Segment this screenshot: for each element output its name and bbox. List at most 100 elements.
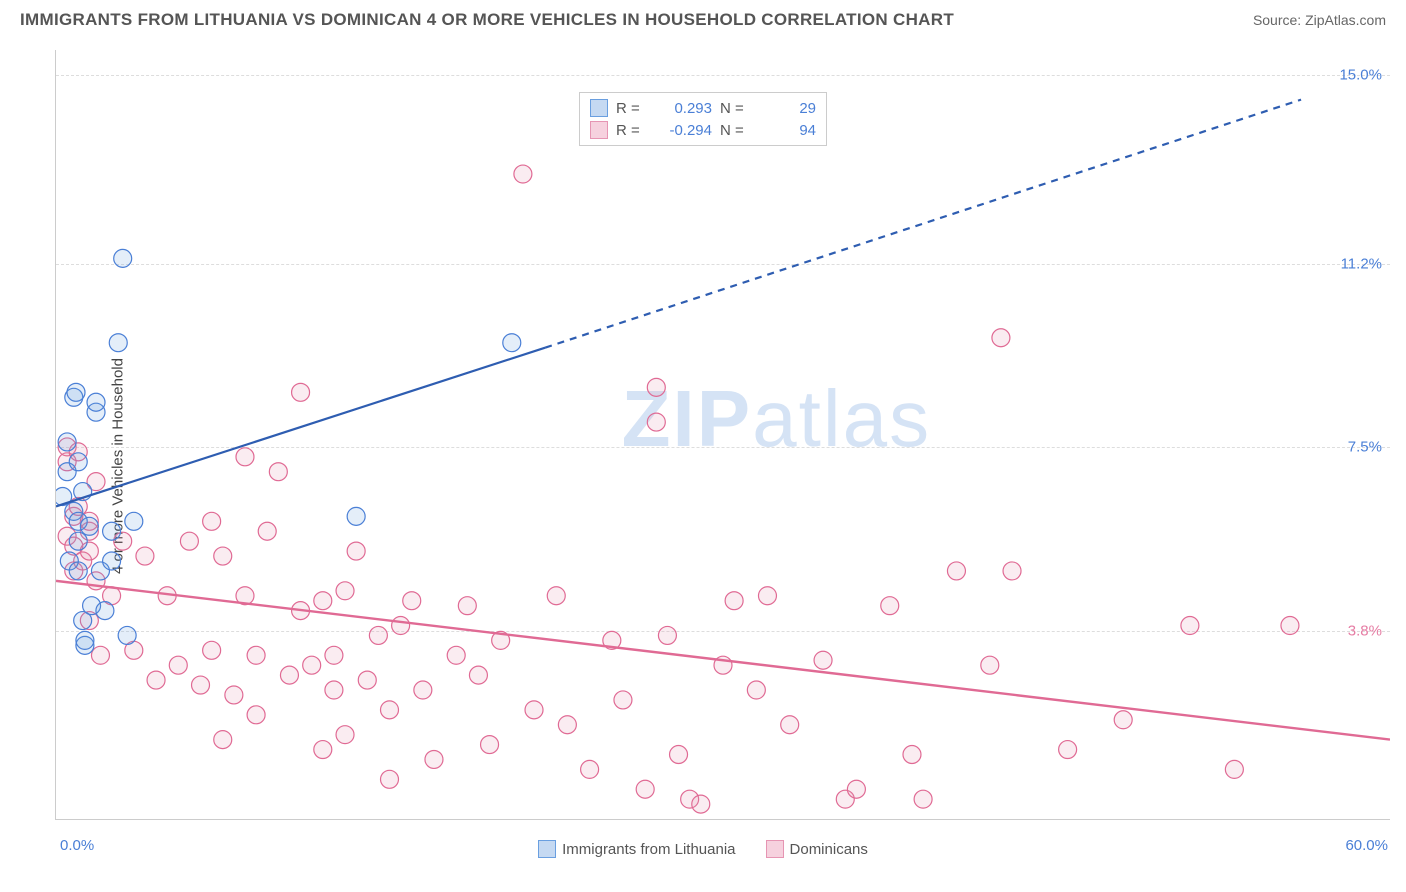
scatter-point — [425, 750, 443, 768]
scatter-point — [69, 532, 87, 550]
n-value-b: 94 — [756, 122, 816, 139]
scatter-point — [203, 512, 221, 530]
scatter-point — [118, 626, 136, 644]
scatter-point — [947, 562, 965, 580]
r-value-b: -0.294 — [652, 122, 712, 139]
scatter-point — [192, 676, 210, 694]
legend-item-series-b: Dominicans — [766, 840, 868, 858]
scatter-point — [581, 760, 599, 778]
scatter-point — [67, 383, 85, 401]
legend-item-series-a: Immigrants from Lithuania — [538, 840, 735, 858]
scatter-svg — [56, 50, 1390, 819]
scatter-point — [1181, 617, 1199, 635]
scatter-point — [236, 448, 254, 466]
scatter-point — [258, 522, 276, 540]
scatter-point — [136, 547, 154, 565]
scatter-point — [58, 433, 76, 451]
scatter-point — [481, 736, 499, 754]
scatter-point — [247, 706, 265, 724]
scatter-point — [747, 681, 765, 699]
legend-label-a: Immigrants from Lithuania — [562, 841, 735, 858]
legend-row-series-b: R = -0.294 N = 94 — [590, 119, 816, 141]
scatter-point — [992, 329, 1010, 347]
legend-swatch-b — [766, 840, 784, 858]
scatter-point — [225, 686, 243, 704]
scatter-point — [147, 671, 165, 689]
scatter-point — [358, 671, 376, 689]
n-label-a: N = — [720, 100, 748, 117]
r-label-a: R = — [616, 100, 644, 117]
scatter-point — [347, 542, 365, 560]
source-prefix: Source: — [1253, 12, 1305, 28]
scatter-point — [881, 597, 899, 615]
series-legend: Immigrants from Lithuania Dominicans — [0, 840, 1406, 858]
scatter-point — [658, 626, 676, 644]
scatter-point — [981, 656, 999, 674]
scatter-point — [69, 562, 87, 580]
scatter-point — [670, 746, 688, 764]
n-value-a: 29 — [756, 100, 816, 117]
scatter-point — [647, 413, 665, 431]
scatter-point — [447, 646, 465, 664]
n-label-b: N = — [720, 122, 748, 139]
chart-header: IMMIGRANTS FROM LITHUANIA VS DOMINICAN 4… — [0, 0, 1406, 38]
scatter-point — [1114, 711, 1132, 729]
r-label-b: R = — [616, 122, 644, 139]
correlation-legend: R = 0.293 N = 29 R = -0.294 N = 94 — [579, 92, 827, 146]
legend-label-b: Dominicans — [790, 841, 868, 858]
scatter-point — [125, 512, 143, 530]
scatter-point — [180, 532, 198, 550]
scatter-point — [347, 507, 365, 525]
scatter-point — [169, 656, 187, 674]
source-link[interactable]: ZipAtlas.com — [1305, 12, 1386, 28]
scatter-point — [292, 383, 310, 401]
scatter-point — [1059, 741, 1077, 759]
scatter-point — [647, 378, 665, 396]
scatter-point — [76, 631, 94, 649]
chart-source: Source: ZipAtlas.com — [1253, 12, 1386, 28]
scatter-point — [903, 746, 921, 764]
scatter-point — [214, 547, 232, 565]
scatter-point — [325, 646, 343, 664]
scatter-point — [247, 646, 265, 664]
legend-swatch-a — [538, 840, 556, 858]
scatter-point — [525, 701, 543, 719]
scatter-point — [69, 453, 87, 471]
legend-row-series-a: R = 0.293 N = 29 — [590, 97, 816, 119]
scatter-point — [392, 617, 410, 635]
scatter-point — [114, 249, 132, 267]
scatter-point — [558, 716, 576, 734]
scatter-point — [514, 165, 532, 183]
scatter-point — [314, 592, 332, 610]
scatter-point — [914, 790, 932, 808]
scatter-point — [96, 602, 114, 620]
chart-container: 4 or more Vehicles in Household ZIPatlas… — [0, 40, 1406, 892]
scatter-point — [381, 701, 399, 719]
scatter-point — [303, 656, 321, 674]
scatter-point — [692, 795, 710, 813]
scatter-point — [91, 646, 109, 664]
scatter-point — [469, 666, 487, 684]
scatter-point — [103, 522, 121, 540]
scatter-point — [87, 393, 105, 411]
scatter-point — [325, 681, 343, 699]
scatter-point — [109, 334, 127, 352]
scatter-point — [1281, 617, 1299, 635]
scatter-point — [781, 716, 799, 734]
scatter-point — [458, 597, 476, 615]
scatter-point — [314, 741, 332, 759]
scatter-point — [403, 592, 421, 610]
scatter-point — [381, 770, 399, 788]
r-value-a: 0.293 — [652, 100, 712, 117]
scatter-point — [369, 626, 387, 644]
scatter-point — [814, 651, 832, 669]
swatch-series-b — [590, 121, 608, 139]
scatter-point — [269, 463, 287, 481]
scatter-point — [336, 582, 354, 600]
scatter-point — [414, 681, 432, 699]
scatter-point — [1225, 760, 1243, 778]
scatter-point — [503, 334, 521, 352]
scatter-point — [636, 780, 654, 798]
scatter-point — [214, 731, 232, 749]
scatter-point — [103, 552, 121, 570]
